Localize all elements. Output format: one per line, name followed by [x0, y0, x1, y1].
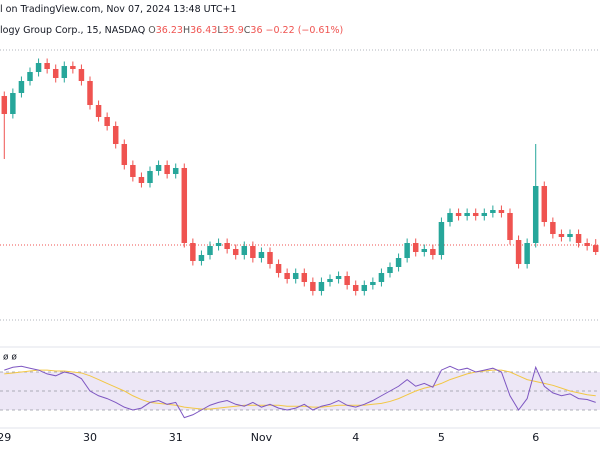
candle-body [567, 234, 573, 237]
candle-body [404, 243, 410, 258]
candle-body [412, 243, 419, 252]
candle-body [438, 222, 445, 255]
legend-value: 36.43 [190, 25, 218, 36]
candle-body [275, 264, 282, 273]
candle-body [575, 234, 582, 243]
candle-body [541, 186, 548, 222]
candle-body [532, 186, 539, 243]
candle-body [27, 72, 33, 81]
x-tick-label: 6 [532, 431, 539, 444]
candle-body [498, 210, 505, 213]
candle-body [232, 249, 239, 255]
candle-body [550, 222, 556, 234]
candle-body [507, 213, 513, 240]
candle-body [310, 282, 316, 291]
change-percent: (−0.61%) [297, 25, 344, 36]
candle-body [267, 252, 273, 264]
candle-body [327, 279, 333, 282]
candle-body [250, 246, 256, 258]
candle-body [421, 249, 428, 252]
indicator-label: ø ø [3, 353, 17, 363]
candle-body [387, 267, 393, 273]
candle-body [104, 117, 110, 126]
candle-body [35, 63, 42, 72]
candle-body [198, 255, 205, 261]
candle-body [455, 213, 462, 216]
candle-body [78, 69, 85, 81]
legend-key: C [243, 25, 251, 36]
x-tick-label: 30 [83, 431, 97, 444]
candle-body [378, 273, 385, 282]
x-tick-label: 29 [0, 431, 11, 444]
candle-body [18, 81, 25, 93]
candle-body [207, 246, 213, 255]
x-tick-label: Nov [251, 431, 273, 444]
candle-body [95, 105, 102, 117]
candle-body [155, 165, 162, 171]
candle-body [490, 210, 496, 213]
candle-body [258, 252, 265, 258]
candle-body [361, 285, 368, 291]
candle-body [87, 81, 93, 105]
series-line [4, 365, 596, 419]
symbol: logy Group Corp., 15, NASDAQ [0, 25, 146, 36]
x-tick-label: 5 [438, 431, 445, 444]
legend-value: 36.23 [155, 25, 183, 36]
candle-body [121, 144, 128, 165]
legend-line: logy Group Corp., 15, NASDAQ O36.23H36.4… [0, 25, 343, 37]
candle-body [515, 240, 522, 264]
candle-body [164, 165, 170, 174]
header-title: l on TradingView.com, Nov 07, 2024 13:48… [0, 4, 237, 15]
candle-body [301, 273, 308, 282]
candle-body [481, 213, 488, 216]
candle-body [130, 165, 136, 177]
candle-body [224, 243, 230, 249]
legend-value: 35.9 [222, 25, 244, 36]
candle-body [147, 171, 153, 183]
candle-body [335, 276, 342, 279]
candle-body [1, 96, 8, 114]
candle-body [472, 213, 479, 216]
legend-key: H [182, 25, 191, 36]
header-line: l on TradingView.com, Nov 07, 2024 13:48… [0, 4, 237, 16]
x-tick-label: 4 [352, 431, 359, 444]
candle-body [592, 245, 599, 252]
change: −0.22 [265, 25, 295, 36]
candle-body [344, 276, 350, 285]
candle-body [52, 69, 59, 78]
candle-body [352, 285, 359, 291]
candle-body [370, 282, 376, 285]
candle-body [10, 93, 16, 114]
candle-body [138, 177, 145, 183]
legend-key: O [148, 25, 156, 36]
candle-body [447, 213, 453, 222]
candle-body [190, 243, 196, 261]
candle-body [395, 258, 402, 267]
legend-value: 36 [250, 25, 263, 36]
candle-body [558, 234, 565, 237]
candle-body [524, 243, 530, 264]
candle-body [464, 213, 470, 216]
candle-body [318, 282, 325, 291]
candle-body [215, 243, 222, 246]
candle-body [44, 63, 50, 69]
candle-body [284, 273, 290, 279]
candle-body [112, 126, 119, 144]
candle-body [430, 249, 436, 255]
candle-body [241, 246, 248, 255]
candle-body [292, 273, 299, 279]
candle-body [584, 243, 590, 246]
candle-body [181, 168, 188, 243]
candle-body [172, 168, 179, 174]
candle-body [70, 66, 76, 69]
legend-key: L [217, 25, 223, 36]
candle-body [61, 66, 68, 78]
x-tick-label: 31 [169, 431, 183, 444]
